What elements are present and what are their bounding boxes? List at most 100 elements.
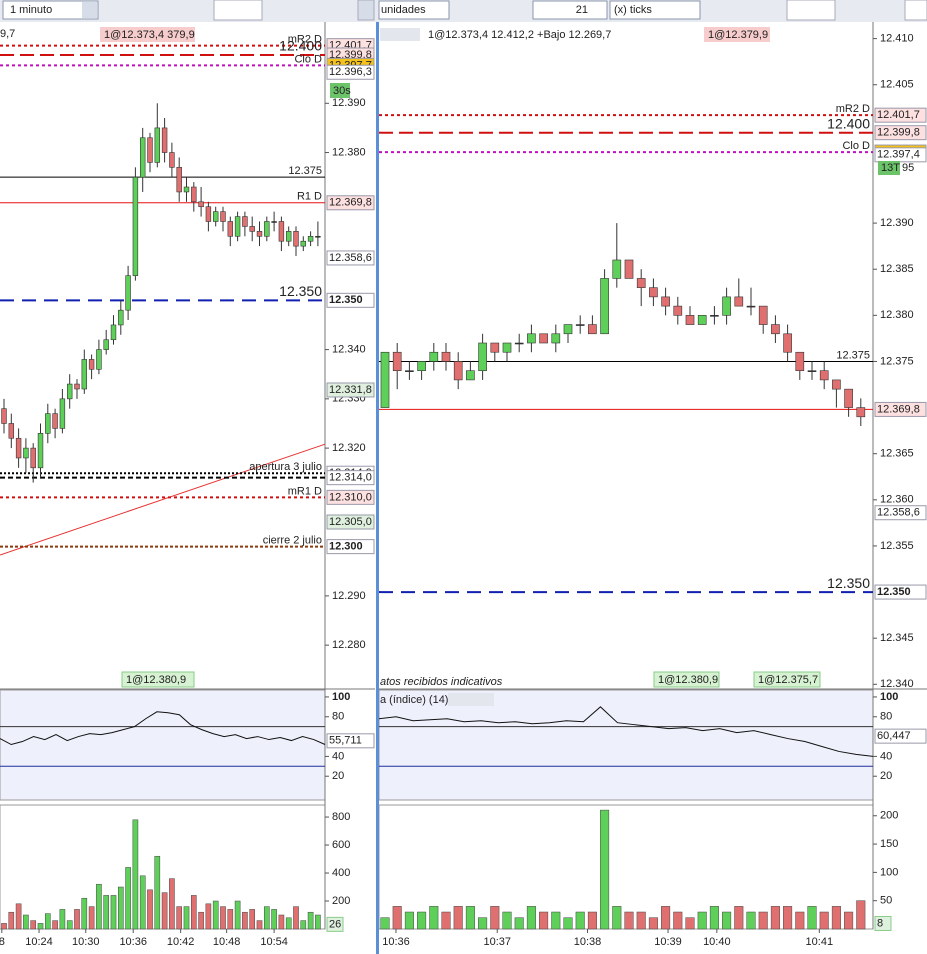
x-tick-label: 10:24 [25,936,53,948]
volume-bar [285,917,292,930]
y-tick-label: 80 [332,711,344,723]
dropdown-button[interactable] [357,0,375,21]
level-label: apertura 3 julio [249,461,322,473]
volume-bar [220,906,226,930]
x-tick-label: 8 [0,936,5,948]
y-tick-label: 50 [880,895,892,907]
candle-body [514,342,524,345]
y-tick-label: 12.280 [332,639,366,651]
candle-body [256,231,263,237]
volume-bar [697,911,707,930]
osc-line [378,706,874,757]
volume-bar [37,923,44,930]
candle-body [539,333,548,344]
volume-bar [453,906,463,930]
price-tag [326,292,375,308]
mode: (x) ticks [614,4,652,16]
timer-box [330,83,350,98]
chart-icon[interactable] [904,0,927,21]
x-tick-label: 10:42 [167,936,195,948]
level-label: Clo D [842,140,870,152]
osc-icons[interactable] [448,693,494,706]
candle-body [588,324,597,335]
candle-body [23,447,29,459]
mode-select[interactable] [609,0,701,20]
candle-body [649,287,658,298]
x-tick-label: 10:36 [119,936,147,948]
osc-area [378,689,874,801]
charts: 12.28012.29012.32012.33012.34012.38012.3… [0,22,927,948]
price-tag-label: 12.399,8 [877,127,920,139]
y-tick-label: 12.405 [880,79,914,91]
trend-line [0,443,326,556]
timeframe-select[interactable] [2,0,99,20]
dropdown-button[interactable] [82,2,97,18]
order-box [704,27,770,42]
volume-bar [74,909,80,930]
order: 1@12.379,9 [708,29,768,41]
price-tag-label: 12.331,8 [329,384,372,396]
level-label: 12.400 [827,115,870,131]
y-tick-label: 100 [880,866,898,878]
price-tag-label: 12.350 [329,294,363,306]
volume-bar [205,903,212,930]
volume-bar [59,909,66,930]
price-tag [326,470,375,486]
volume-bar [249,909,256,930]
y-tick-label: 200 [880,810,898,822]
level-label: 12.350 [279,283,322,299]
candle-body [734,296,744,307]
volume-bar [856,900,866,930]
price-tag [326,539,375,555]
y-tick-label: 20 [880,770,892,782]
count: 21 [576,4,588,16]
y-tick-label: 400 [332,867,350,879]
units: unidades [381,4,426,16]
candle-body [66,383,73,400]
x-tick-label: 10:38 [574,936,602,948]
count-input[interactable] [532,0,608,20]
volume-bar [96,883,102,930]
candle-body [234,216,241,237]
price-tag [326,64,375,80]
price-tag [874,401,927,417]
candle-body [154,127,161,163]
level-label: 12.375 [288,165,322,177]
volume-bar [661,906,671,930]
volume-bar [293,906,299,930]
candle-body [183,186,190,193]
y-tick-label: 150 [880,838,898,850]
volume-bar [539,911,549,930]
order: 1@12.375,7 [758,674,818,686]
chart-icon[interactable] [786,0,836,21]
chart-icon[interactable] [213,0,263,21]
volume-bar [746,911,756,930]
candle-body [685,315,695,325]
candle-body [466,370,475,381]
candle-body [74,383,80,390]
candle-body [673,305,683,316]
volume-bar [132,819,139,930]
icons[interactable] [380,28,420,41]
candle-body [220,211,226,222]
y-tick-label: 200 [332,895,350,907]
level-label: 12.400 [279,38,322,54]
candle-body [758,305,768,325]
price-tag-label: 12.369,8 [877,403,920,415]
volume-bar [648,917,658,930]
candle-body [722,296,731,316]
header: 9,7 [0,28,15,40]
candle-body [441,351,451,362]
candle-body [300,240,307,247]
volume-bar [234,900,241,930]
level-label: Clo D [294,53,322,65]
timer: 13T [881,162,900,174]
volume-bar [417,911,427,930]
y-tick-label: 12.375 [880,355,914,367]
volume-bar [161,892,168,930]
price-tag-label: 55,711 [329,735,362,747]
y-tick-label: 12.365 [880,448,914,460]
volume-bar [147,889,153,930]
units-select[interactable] [378,0,450,20]
price-tag-label: 12.397,4 [877,149,920,161]
